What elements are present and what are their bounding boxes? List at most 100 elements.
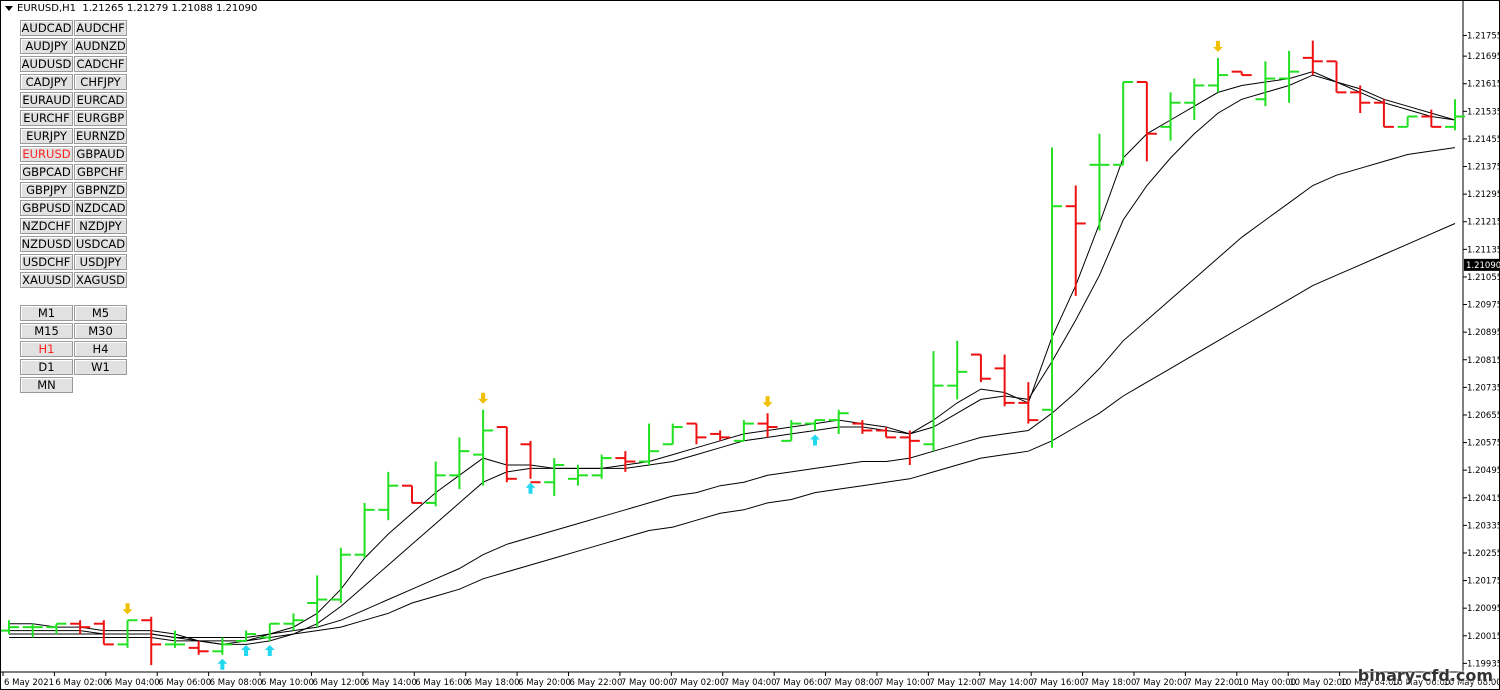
symbol-button-audchf[interactable]: AUDCHF [74,20,127,36]
symbol-button-nzdchf[interactable]: NZDCHF [20,218,73,234]
arrow-down-icon [478,392,489,404]
current-price-label: 1.21090 [1466,261,1500,271]
symbol-button-eurcad[interactable]: EURCAD [74,92,127,108]
price-tick-label: 1.20335 [1467,521,1500,531]
symbol-button-audcad[interactable]: AUDCAD [20,20,73,36]
ohlc-bar [852,420,873,434]
ohlc-bar [899,430,920,465]
symbol-button-cadchf[interactable]: CADCHF [74,56,127,72]
ohlc-bar [804,419,825,431]
timeframe-button-m15[interactable]: M15 [20,323,73,339]
time-tick-label: 7 May 12:00 [929,678,982,688]
timeframe-button-h4[interactable]: H4 [74,341,127,357]
timeframe-button-w1[interactable]: W1 [74,359,127,375]
symbol-button-cadjpy[interactable]: CADJPY [20,74,73,90]
symbol-button-gbpjpy[interactable]: GBPJPY [20,182,73,198]
ohlc-bar [70,620,91,635]
timeframe-button-h1[interactable]: H1 [20,341,73,357]
moving-average-line-2 [9,74,1456,645]
ohlc-bar [1350,85,1371,114]
symbol-button-usdchf[interactable]: USDCHF [20,254,73,270]
timeframe-button-m30[interactable]: M30 [74,323,127,339]
symbol-button-eurchf[interactable]: EURCHF [20,110,73,126]
ohlc-bar [1136,81,1157,162]
ohlc-bar [1207,57,1228,93]
price-tick-label: 1.20495 [1467,466,1500,476]
ohlc-bar [1,620,19,635]
symbol-button-gbpcad[interactable]: GBPCAD [20,164,73,180]
ohlc-bar [781,420,802,442]
symbol-button-audnzd[interactable]: AUDNZD [74,38,127,54]
symbol-button-gbpaud[interactable]: GBPAUD [74,146,127,162]
symbol-button-usdcad[interactable]: USDCAD [74,236,127,252]
price-tick-label: 1.20975 [1467,301,1500,311]
symbol-button-gbpnzd[interactable]: GBPNZD [74,182,127,198]
ohlc-bar [615,451,636,472]
price-tick-label: 1.20015 [1467,632,1500,642]
symbol-button-eurnzd[interactable]: EURNZD [74,128,127,144]
ohlc-bar [544,458,565,497]
time-tick-label: 6 May 18:00 [467,678,520,688]
symbol-button-euraud[interactable]: EURAUD [20,92,73,108]
symbol-button-gbpusd[interactable]: GBPUSD [20,200,73,216]
symbol-button-audjpy[interactable]: AUDJPY [20,38,73,54]
timeframe-button-mn[interactable]: MN [20,377,73,393]
time-tick-label: 10 May 06:00 [1392,678,1450,688]
ohlc-bar [1421,109,1442,128]
ohlc-bar [117,619,138,648]
watermark: binary-cfd.com [1357,666,1493,685]
timeframe-button-m5[interactable]: M5 [74,305,127,321]
chevron-down-icon[interactable] [5,5,13,11]
symbol-button-eurjpy[interactable]: EURJPY [20,128,73,144]
price-tick-label: 1.20655 [1467,411,1500,421]
ohlc-bar [425,461,446,507]
timeframe-button-d1[interactable]: D1 [20,359,73,375]
price-tick-label: 1.20735 [1467,383,1500,393]
symbol-button-xagusd[interactable]: XAGUSD [74,272,127,288]
timeframe-button-m1[interactable]: M1 [20,305,73,321]
ohlc-bar [994,354,1015,407]
time-tick-label: 7 May 00:00 [621,678,674,688]
moving-average-line-4 [9,223,1456,642]
symbol-button-chfjpy[interactable]: CHFJPY [74,74,127,90]
symbol-button-eurgbp[interactable]: EURGBP [74,110,127,126]
ohlc-bar [1113,81,1134,166]
time-tick-label: 6 May 04:00 [107,678,160,688]
ohlc-bar [188,640,209,655]
ohlc-bar [1373,99,1394,128]
time-tick-label: 7 May 22:00 [1186,678,1239,688]
time-tick-label: 6 May 14:00 [364,678,417,688]
ohlc-bar [496,426,517,483]
ohlc-bar [1160,92,1181,141]
symbol-button-nzdjpy[interactable]: NZDJPY [74,218,127,234]
arrow-up-icon [217,658,228,670]
symbol-button-usdjpy[interactable]: USDJPY [74,254,127,270]
ohlc-bar [947,340,968,400]
ohlc-bar [686,422,707,445]
price-tick-label: 1.20895 [1467,328,1500,338]
symbol-button-xauusd[interactable]: XAUUSD [20,272,73,288]
price-tick-label: 1.20575 [1467,439,1500,449]
symbol-button-audusd[interactable]: AUDUSD [20,56,73,72]
price-tick-label: 1.21215 [1467,218,1500,228]
symbol-button-eurusd[interactable]: EURUSD [20,146,73,162]
arrow-down-icon [762,396,773,408]
ohlc-bar [164,630,185,648]
time-tick-label: 6 May 20:00 [518,678,571,688]
ohlc-bar [401,484,422,504]
time-tick-label: 7 May 02:00 [672,678,725,688]
ohlc-bar [710,430,731,441]
ohlc-bar [22,623,43,638]
ohlc-bar [330,547,351,603]
symbol-button-nzdusd[interactable]: NZDUSD [20,236,73,252]
time-tick-label: 7 May 06:00 [775,678,828,688]
arrow-down-icon [1212,40,1223,52]
price-tick-label: 1.21295 [1467,190,1500,200]
ohlc-bar [520,440,541,484]
time-tick-label: 10 May 08:00 [1443,678,1500,688]
symbol-button-nzdcad[interactable]: NZDCAD [74,200,127,216]
time-tick-label: 7 May 08:00 [827,678,880,688]
symbol-button-gbpchf[interactable]: GBPCHF [74,164,127,180]
